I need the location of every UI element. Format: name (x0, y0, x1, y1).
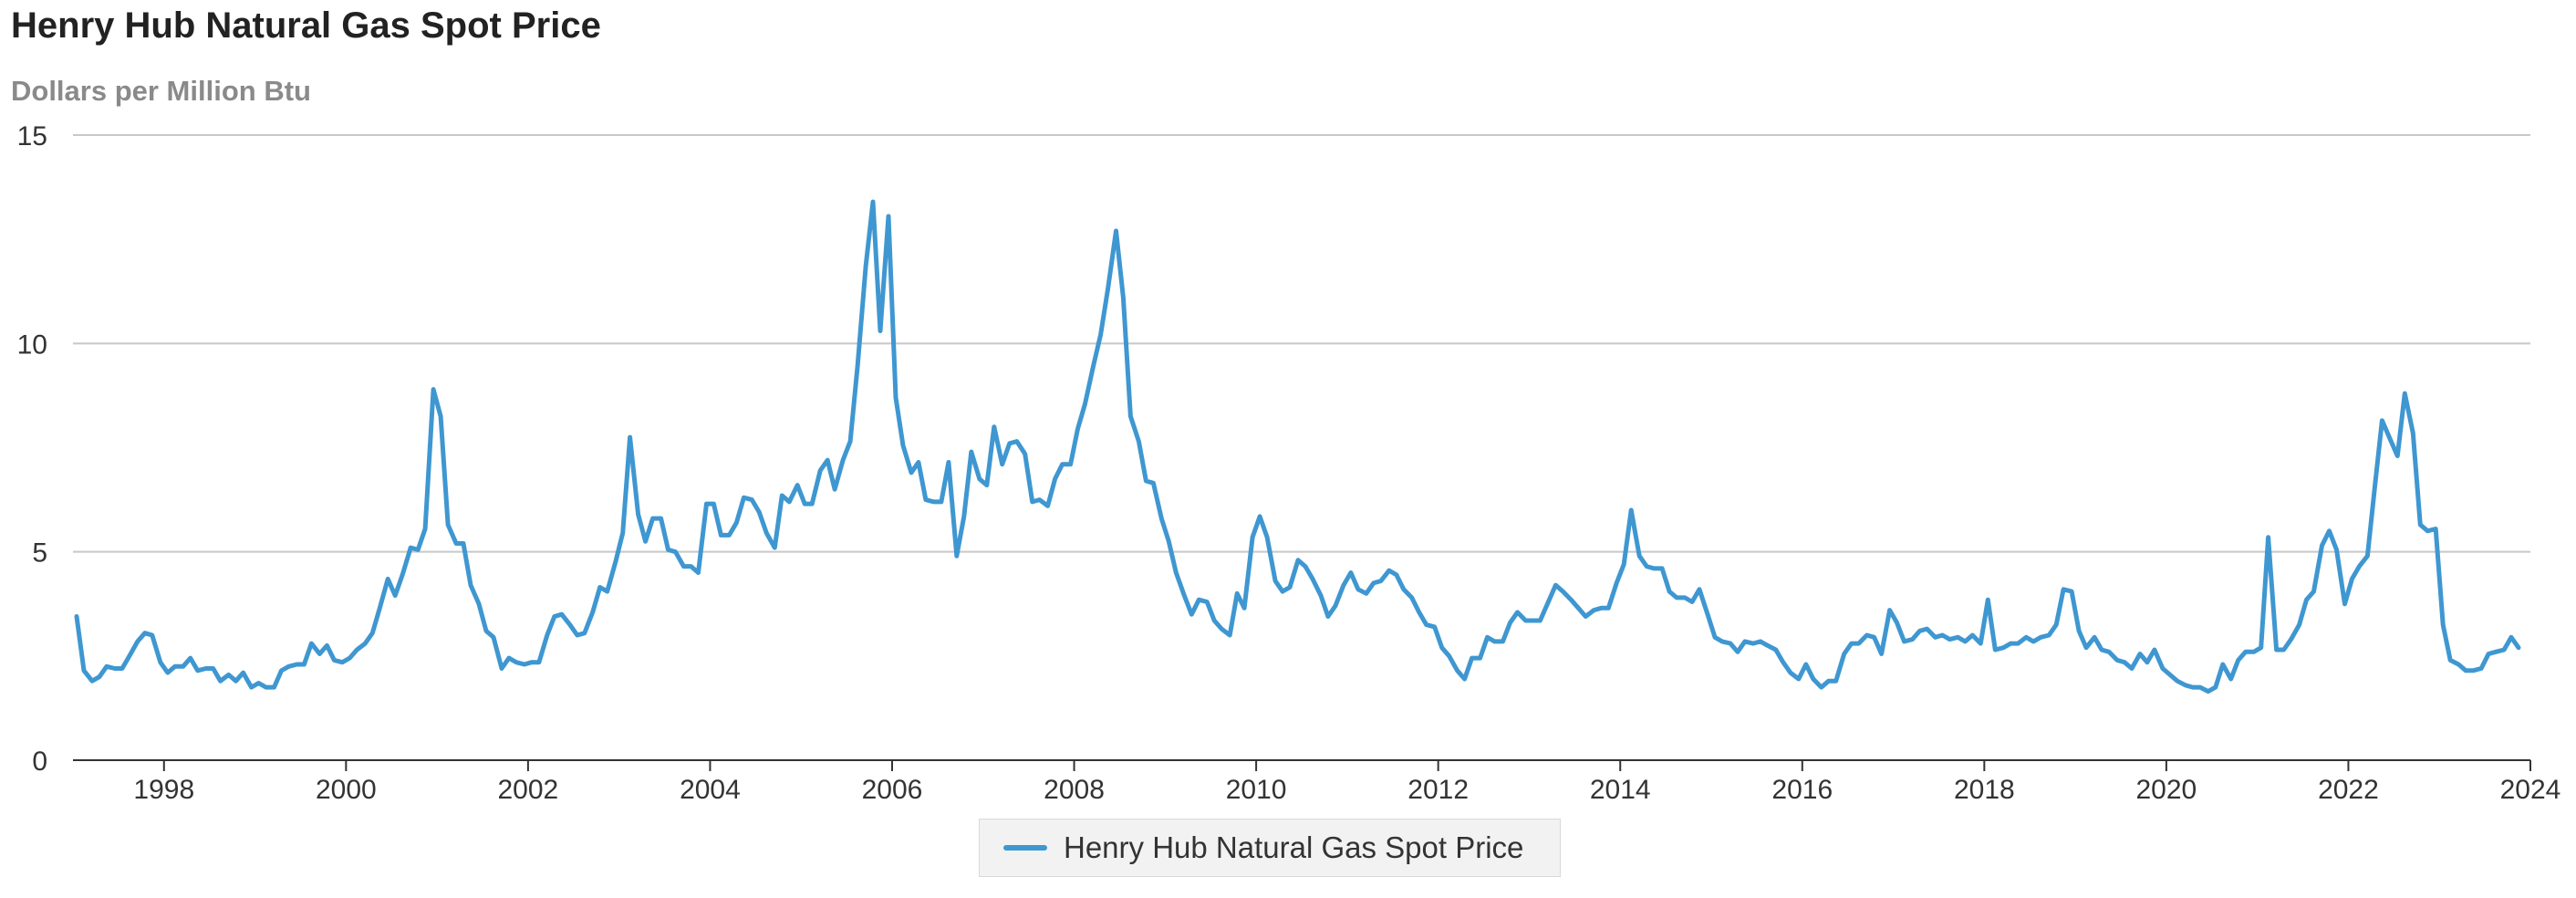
x-tick-label: 2010 (1226, 775, 1287, 805)
x-tick-label: 2020 (2136, 775, 2197, 805)
x-tick-label: 2016 (1771, 775, 1833, 805)
y-tick-label: 10 (17, 329, 47, 360)
x-tick-label: 2004 (680, 775, 741, 805)
y-tick-label: 15 (17, 121, 47, 151)
x-tick-label: 2002 (498, 775, 559, 805)
series-group (74, 199, 2521, 694)
y-axis-ticks: 0 5 10 15 (17, 121, 47, 777)
y-tick-label: 5 (32, 538, 47, 569)
y-tick-label: 0 (32, 747, 47, 777)
x-tick-label: 2000 (316, 775, 377, 805)
x-tick-label: 2022 (2318, 775, 2379, 805)
legend[interactable]: Henry Hub Natural Gas Spot Price (979, 819, 1561, 877)
legend-label: Henry Hub Natural Gas Spot Price (1064, 830, 1524, 864)
x-tick-label: 2012 (1407, 775, 1469, 805)
x-tick-label: 2018 (1954, 775, 2015, 805)
x-tick-label: 2008 (1044, 775, 1105, 805)
chart-title: Henry Hub Natural Gas Spot Price (11, 5, 601, 46)
x-tick-label: 1998 (133, 775, 194, 805)
x-tick-label: 2006 (862, 775, 923, 805)
gridlines (73, 134, 2530, 553)
legend-swatch (1003, 845, 1047, 851)
series-line (74, 199, 2521, 694)
chart-subtitle: Dollars per Million Btu (11, 75, 311, 107)
x-axis-ticks: 1998 2000 2002 2004 2006 2008 2010 2012 2014 2016… (73, 759, 2561, 805)
x-tick-label: 2024 (2500, 775, 2561, 805)
x-tick-label: 2014 (1590, 775, 1651, 805)
